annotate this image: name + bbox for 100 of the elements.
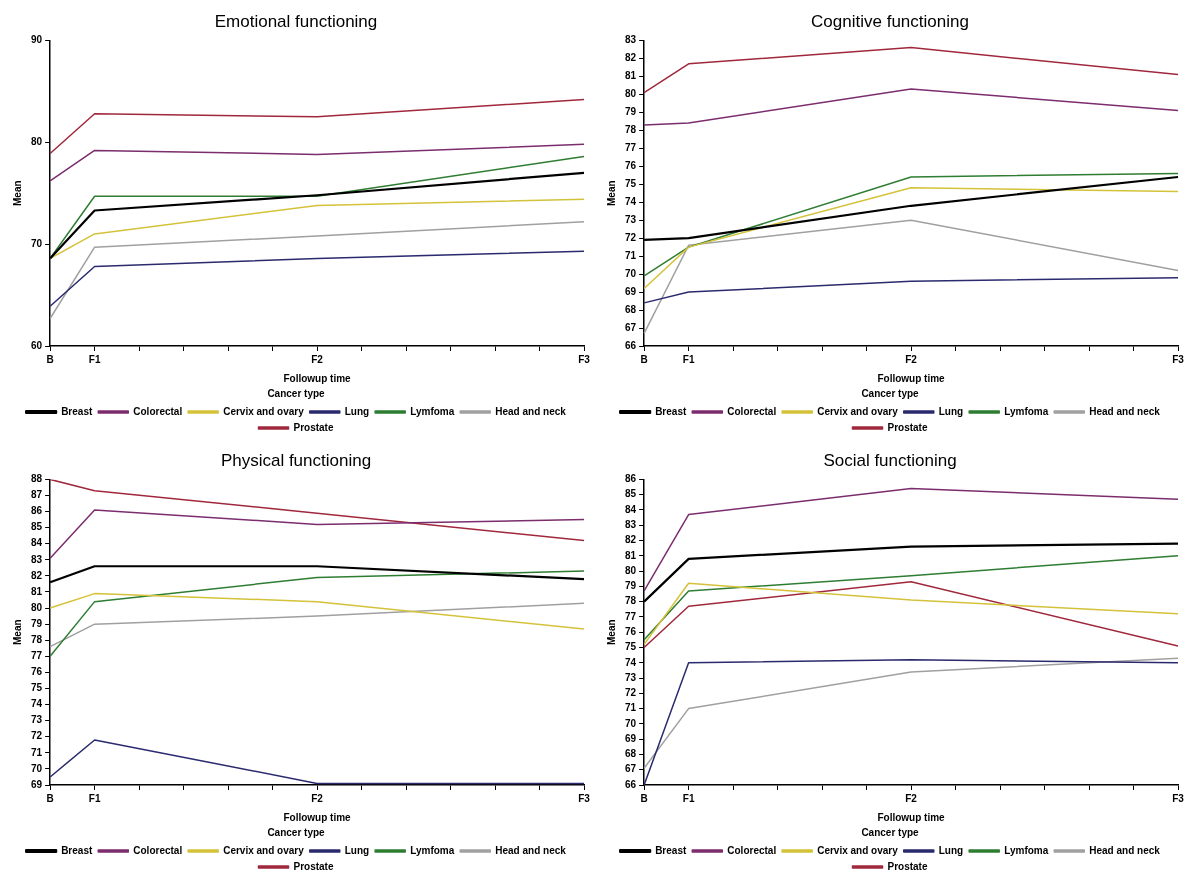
legend-label: Breast: [655, 405, 687, 417]
x-tick-label: F1: [88, 353, 101, 365]
y-tick-label: 74: [625, 195, 637, 207]
y-tick-label: 87: [31, 489, 43, 501]
y-tick-label: 74: [625, 656, 637, 668]
y-tick-label: 72: [625, 687, 637, 699]
chart-title: Cognitive functioning: [811, 11, 969, 31]
y-tick-label: 86: [625, 473, 637, 485]
legend-label: Prostate: [293, 860, 334, 872]
y-tick-label: 71: [31, 746, 43, 758]
y-tick-label: 90: [31, 34, 43, 46]
y-tick-label: 70: [31, 762, 43, 774]
y-tick-label: 81: [31, 585, 43, 597]
y-tick-label: 83: [31, 553, 43, 565]
y-tick-label: 88: [31, 473, 43, 485]
x-tick-label: F3: [578, 353, 591, 365]
y-tick-label: 75: [31, 682, 43, 694]
y-tick-label: 79: [625, 580, 637, 592]
y-tick-label: 71: [625, 702, 637, 714]
legend-label: Cervix and ovary: [223, 844, 305, 856]
legend-label: Lung: [344, 844, 370, 856]
y-tick-label: 73: [625, 671, 637, 683]
legend-label: Cervix and ovary: [817, 844, 899, 856]
x-tick-label: F1: [88, 792, 101, 804]
x-axis-title: Followup time: [877, 811, 946, 823]
y-tick-label: 70: [625, 717, 637, 729]
y-tick-label: 85: [31, 521, 43, 533]
legend-title: Cancer type: [861, 387, 920, 399]
y-tick-label: 81: [625, 549, 637, 561]
legend-label: Lymfoma: [410, 405, 455, 417]
y-tick-label: 80: [625, 88, 637, 100]
legend-label: Head and neck: [1089, 405, 1161, 417]
y-axis-title: Mean: [605, 180, 617, 206]
legend-title: Cancer type: [861, 826, 920, 838]
chart-title: Physical functioning: [220, 450, 372, 470]
y-tick-label: 60: [31, 339, 43, 351]
legend-label: Cervix and ovary: [817, 405, 899, 417]
legend-label: Colorectal: [727, 844, 777, 856]
chart-title: Emotional functioning: [214, 11, 378, 31]
y-axis-title: Mean: [605, 619, 617, 645]
y-tick-label: 86: [31, 505, 43, 517]
y-tick-label: 82: [625, 534, 637, 546]
x-tick-label: F3: [578, 792, 591, 804]
legend-label: Head and neck: [1089, 844, 1161, 856]
y-tick-label: 78: [625, 124, 637, 136]
y-axis-title: Mean: [11, 619, 23, 645]
y-tick-label: 66: [625, 778, 637, 790]
x-tick-label: F3: [1172, 792, 1185, 804]
legend-label: Head and neck: [495, 844, 567, 856]
y-tick-label: 73: [625, 213, 637, 225]
chart-title: Social functioning: [823, 450, 957, 470]
x-tick-label: F2: [311, 792, 324, 804]
y-tick-label: 71: [625, 249, 637, 261]
y-tick-label: 73: [31, 714, 43, 726]
legend-label: Lung: [344, 405, 370, 417]
y-tick-label: 67: [625, 321, 637, 333]
legend-label: Lung: [938, 405, 964, 417]
x-tick-label: F2: [905, 792, 918, 804]
y-tick-label: 76: [625, 625, 637, 637]
y-tick-label: 82: [31, 569, 43, 581]
y-tick-label: 67: [625, 763, 637, 775]
x-tick-label: B: [46, 792, 54, 804]
legend-label: Lung: [938, 844, 964, 856]
x-tick-label: F2: [905, 353, 918, 365]
y-tick-label: 70: [625, 267, 637, 279]
y-tick-label: 75: [625, 177, 637, 189]
x-tick-label: B: [640, 353, 648, 365]
legend-label: Lymfoma: [1004, 405, 1049, 417]
y-tick-label: 81: [625, 70, 637, 82]
y-tick-label: 76: [31, 666, 43, 678]
y-tick-label: 84: [31, 537, 43, 549]
legend-label: Colorectal: [727, 405, 777, 417]
legend-label: Lymfoma: [1004, 844, 1049, 856]
x-tick-label: F2: [311, 353, 324, 365]
y-tick-label: 69: [625, 285, 637, 297]
x-tick-label: B: [46, 353, 54, 365]
legend-label: Head and neck: [495, 405, 567, 417]
y-tick-label: 70: [31, 237, 43, 249]
y-tick-label: 78: [625, 595, 637, 607]
y-tick-label: 79: [31, 617, 43, 629]
legend-title: Cancer type: [267, 387, 326, 399]
y-tick-label: 69: [625, 732, 637, 744]
y-tick-label: 77: [31, 650, 43, 662]
y-tick-label: 80: [625, 564, 637, 576]
legend-label: Breast: [61, 405, 93, 417]
legend-label: Colorectal: [133, 844, 183, 856]
legend-title: Cancer type: [267, 826, 326, 838]
y-axis-title: Mean: [11, 180, 23, 206]
y-tick-label: 69: [31, 778, 43, 790]
x-tick-label: F3: [1172, 353, 1185, 365]
y-tick-label: 77: [625, 610, 637, 622]
x-axis-title: Followup time: [877, 372, 946, 384]
y-tick-label: 80: [31, 136, 43, 148]
y-tick-label: 72: [625, 231, 637, 243]
x-tick-label: B: [640, 792, 648, 804]
y-tick-label: 79: [625, 106, 637, 118]
y-tick-label: 85: [625, 488, 637, 500]
x-axis-title: Followup time: [283, 811, 352, 823]
x-tick-label: F1: [682, 353, 695, 365]
y-tick-label: 74: [31, 698, 43, 710]
